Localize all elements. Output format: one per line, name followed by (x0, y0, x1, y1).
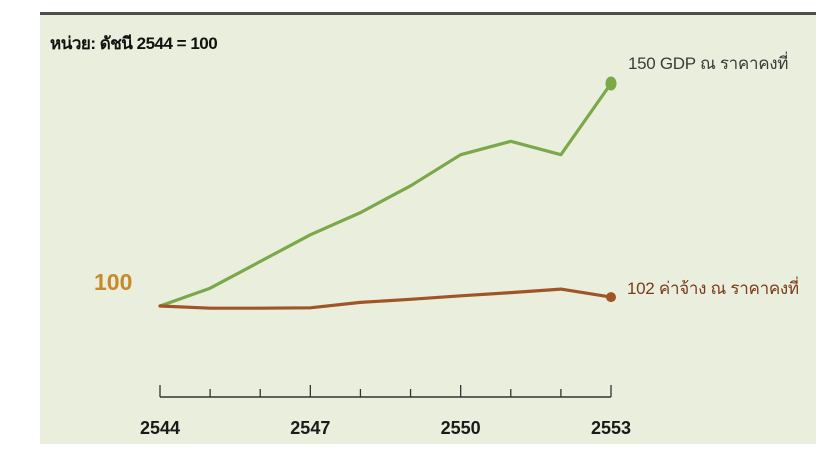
wage-series-label: 102 ค่าจ้าง ณ ราคาคงที่ (627, 279, 799, 298)
gdp-series-label: 150 GDP ณ ราคาคงที่ (628, 54, 789, 73)
x-tick-label: 2547 (290, 418, 330, 438)
wage-end-point (606, 292, 616, 303)
wage-series-line (158, 287, 613, 310)
x-tick-label: 2553 (591, 418, 631, 438)
x-axis: 2544 2547 2550 2553 (140, 385, 631, 438)
gdp-end-point (605, 76, 617, 91)
gdp-series-line (158, 81, 613, 308)
baseline-100-label: 100 (94, 269, 133, 295)
x-tick-label: 2544 (140, 418, 180, 438)
unit-label: หน่วย: ดัชนี 2544 = 100 (50, 34, 218, 53)
series-layer (158, 76, 617, 310)
top-rule (40, 12, 816, 15)
chart-background-panel (40, 12, 816, 444)
x-tick-label: 2550 (441, 418, 481, 438)
